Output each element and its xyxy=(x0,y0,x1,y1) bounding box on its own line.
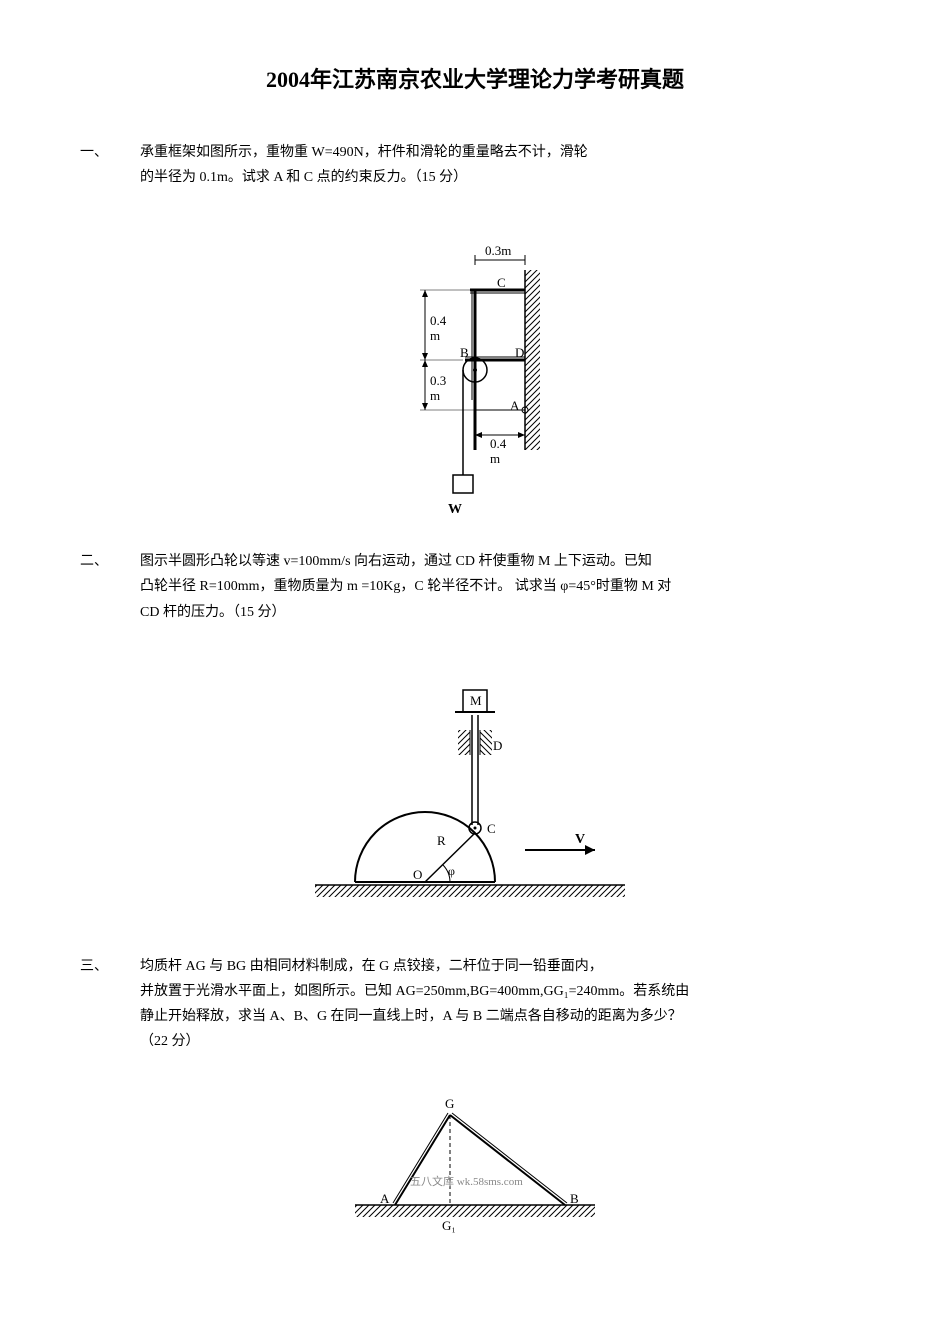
problem-text-1-line2: 的半径为 0.1m。试求 A 和 C 点的约束反力。（15 分） xyxy=(140,165,870,190)
problem-2: 二、 图示半圆形凸轮以等速 v=100mm/s 向右运动，通过 CD 杆使重物 … xyxy=(80,549,870,625)
label-M: M xyxy=(470,693,482,708)
problem-3: 三、 均质杆 AG 与 BG 由相同材料制成，在 G 点铰接，二杆位于同一铅垂面… xyxy=(80,954,870,1055)
label-phi: φ xyxy=(448,864,455,878)
watermark-text: 五八文库 wk.58sms.com xyxy=(410,1174,523,1188)
problem-text-1-line1: 承重框架如图所示，重物重 W=490N，杆件和滑轮的重量略去不计，滑轮 xyxy=(140,140,870,165)
dim-03b: m xyxy=(430,388,440,403)
dim-04-1b: m xyxy=(430,328,440,343)
problem-text-3-line4: （22 分） xyxy=(140,1029,870,1054)
figure-2: O R φ C D M V xyxy=(80,655,870,934)
problem-text-3-line2: 并放置于光滑水平面上，如图所示。已知 AG=250mm,BG=400mm,GG₁… xyxy=(140,979,870,1004)
label-D2: D xyxy=(493,738,502,753)
label-A3: A xyxy=(380,1191,390,1206)
label-C: C xyxy=(497,275,506,290)
problem-text-2-line3: CD 杆的压力。（15 分） xyxy=(140,600,870,625)
problem-number-1: 一、 xyxy=(80,140,140,165)
label-W: W xyxy=(448,502,462,517)
figure-1: 0.3m C B D A 0.4 m xyxy=(80,220,870,529)
problem-text-3-line3: 静止开始释放，求当 A、B、G 在同一直线上时，A 与 B 二端点各自移动的距离… xyxy=(140,1004,870,1029)
problem-number-3: 三、 xyxy=(80,954,140,979)
wall-hatch xyxy=(525,270,540,450)
dim-04-2: 0.4 xyxy=(490,436,507,451)
label-R: R xyxy=(437,833,446,848)
dim-03: 0.3 xyxy=(430,373,446,388)
page-title: 2004年江苏南京农业大学理论力学考研真题 xyxy=(80,60,870,100)
label-O: O xyxy=(413,867,422,882)
label-D: D xyxy=(515,345,524,360)
label-V: V xyxy=(575,832,585,847)
figure-3: G A B G₁ 五八文库 wk.58sms.com xyxy=(80,1085,870,1254)
label-G: G xyxy=(445,1096,454,1111)
label-B: B xyxy=(460,345,469,360)
label-A: A xyxy=(510,398,520,413)
dim-04-1: 0.4 xyxy=(430,313,447,328)
problem-number-2: 二、 xyxy=(80,549,140,574)
label-G1: G₁ xyxy=(442,1218,456,1233)
problem-1: 一、 承重框架如图所示，重物重 W=490N，杆件和滑轮的重量略去不计，滑轮 的… xyxy=(80,140,870,190)
label-B3: B xyxy=(570,1191,579,1206)
problem-text-2-line1: 图示半圆形凸轮以等速 v=100mm/s 向右运动，通过 CD 杆使重物 M 上… xyxy=(140,549,870,574)
problem-text-3-line1: 均质杆 AG 与 BG 由相同材料制成，在 G 点铰接，二杆位于同一铅垂面内， xyxy=(140,954,870,979)
dim-top: 0.3m xyxy=(485,243,511,258)
label-C2: C xyxy=(487,821,496,836)
dim-04-2b: m xyxy=(490,451,500,466)
problem-text-2-line2: 凸轮半径 R=100mm，重物质量为 m =10Kg，C 轮半径不计。 试求当 … xyxy=(140,574,870,599)
